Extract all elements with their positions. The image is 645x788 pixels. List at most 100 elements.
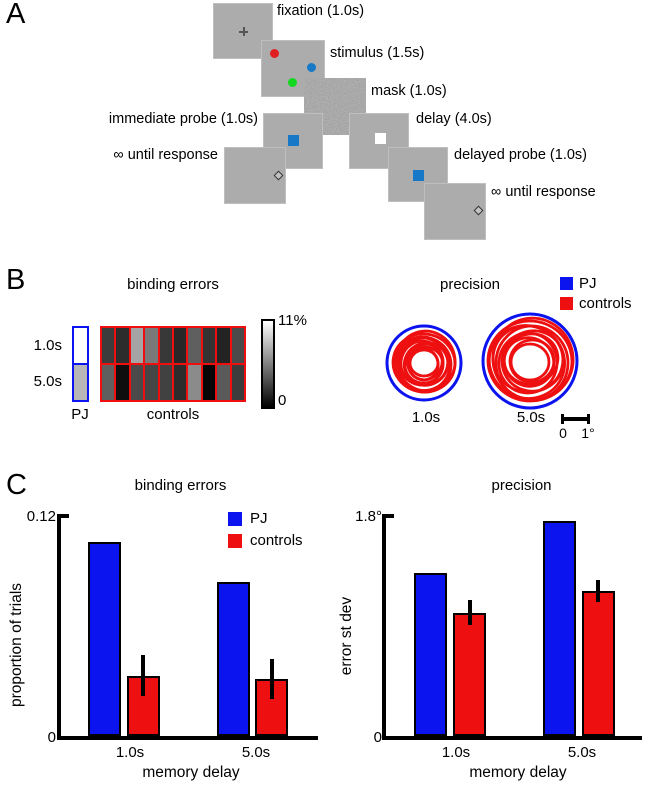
scale-bar <box>561 414 590 424</box>
grayscale-colorbar <box>261 319 275 409</box>
chart-right-xlabel: memory delay <box>469 764 567 781</box>
fixation-cross-icon <box>239 27 248 36</box>
row-label-1s: 1.0s <box>33 337 62 354</box>
controls-response-ring <box>509 342 551 382</box>
heatmap-cell <box>102 328 115 363</box>
bar-controls-1.0s <box>126 675 160 736</box>
heatmap-cell <box>173 365 187 400</box>
chart-left-xlabel: memory delay <box>142 764 240 781</box>
chart-right-ytick-max: 1.8° <box>355 508 382 525</box>
chart-right-x-axis <box>382 736 642 740</box>
delay-square-white <box>375 133 386 144</box>
heatmap-cell <box>116 365 129 400</box>
heatmap-cell <box>159 365 172 400</box>
error-bar <box>141 655 145 696</box>
chart-left-xtick-5s: 5.0s <box>241 744 271 761</box>
screen-label-response-delayed: ∞ until response <box>491 184 596 200</box>
heatmap-cell <box>217 328 230 363</box>
screen-label-stimulus: stimulus (1.5s) <box>330 45 425 61</box>
legend-label-pj: PJ <box>250 510 268 527</box>
heatmap-cell <box>116 328 129 363</box>
bar-PJ-5.0s <box>542 520 576 736</box>
error-bar <box>467 600 472 625</box>
screen-label-delayed-probe: delayed probe (1.0s) <box>454 147 587 163</box>
heatmap-cell <box>74 328 87 363</box>
pj-response-circle <box>481 312 579 410</box>
screen-label-delay: delay (4.0s) <box>416 111 492 127</box>
circle-group-label-1s: 1.0s <box>411 409 441 426</box>
scale-bar-max-label: 1° <box>581 425 595 441</box>
pj-column-label: PJ <box>71 406 89 423</box>
pj-heatmap <box>72 326 89 402</box>
legend-label-pj: PJ <box>579 275 597 292</box>
heatmap-cell <box>217 365 230 400</box>
screen-fixation <box>213 3 273 59</box>
legend-swatch-controls <box>560 297 573 310</box>
colorbar-max-label: 11% <box>278 312 307 329</box>
scale-bar-left-cap <box>561 414 564 424</box>
controls-column-label: controls <box>146 406 200 423</box>
legend-swatch-pj <box>560 277 573 290</box>
legend-swatch-controls <box>228 534 242 548</box>
stimulus-dot-red <box>270 49 279 58</box>
heatmap-cell <box>74 365 87 400</box>
colorbar-min-label: 0 <box>278 392 287 409</box>
row-label-5s: 5.0s <box>33 373 62 390</box>
heatmap-cell <box>159 328 172 363</box>
heatmap-cell <box>130 365 144 400</box>
precision-title: precision <box>439 276 501 293</box>
probe-square-blue <box>413 170 424 181</box>
bar-PJ-5.0s <box>216 582 250 736</box>
panel-b-letter: B <box>6 264 26 296</box>
chart-right-ylabel: error st dev <box>338 596 355 676</box>
chart-left-xtick-1s: 1.0s <box>115 744 145 761</box>
screen-response-immediate <box>224 147 286 204</box>
screen-label-immediate-probe: immediate probe (1.0s) <box>108 111 258 127</box>
scale-bar-right-cap <box>587 414 590 424</box>
screen-label-mask: mask (1.0s) <box>371 83 447 99</box>
chart-left-title: binding errors <box>134 477 227 494</box>
bar-controls-1.0s <box>453 612 486 736</box>
scale-bar-min-label: 0 <box>559 425 567 441</box>
bar-PJ-1.0s <box>414 573 447 736</box>
chart-left-ytick-max: 0.12 <box>26 508 56 525</box>
heatmap-cell <box>202 365 216 400</box>
chart-left-ylabel: proportion of trials <box>8 582 25 708</box>
chart-left-ytick-min: 0 <box>47 729 56 746</box>
chart-right-y-axis <box>382 514 386 740</box>
heatmap-cell <box>145 365 158 400</box>
chart-left-y-axis <box>57 514 61 740</box>
controls-response-ring <box>408 348 440 378</box>
screen-label-response-immediate: ∞ until response <box>113 147 218 163</box>
chart-right-ytick-min: 0 <box>373 729 382 746</box>
stimulus-dot-blue <box>307 63 316 72</box>
probe-square-blue <box>288 135 299 146</box>
heatmap-cell <box>188 328 201 363</box>
precision-plot <box>385 312 579 410</box>
pj-response-circle <box>385 324 463 402</box>
legend-label-controls: controls <box>579 295 632 312</box>
heatmap-cell <box>145 328 158 363</box>
chart-right-title: precision <box>491 477 552 494</box>
heatmap-cell <box>173 328 187 363</box>
error-bar <box>596 579 600 602</box>
panel-c-letter: C <box>6 469 27 501</box>
chart-left-top-tick <box>60 514 69 518</box>
chart-left-x-axis <box>57 736 318 740</box>
plot-left <box>60 516 318 736</box>
screen-response-delayed <box>424 183 486 240</box>
stimulus-dot-green <box>288 78 297 87</box>
heatmap-cell <box>231 365 244 400</box>
response-diamond-icon <box>473 205 484 216</box>
heatmap-cell <box>130 328 144 363</box>
binding-errors-title: binding errors <box>127 276 219 293</box>
circle-group-label-5s: 5.0s <box>516 409 546 426</box>
legend-label-controls: controls <box>250 532 303 549</box>
chart-right-top-tick <box>385 514 394 518</box>
screen-label-fixation: fixation (1.0s) <box>277 3 365 19</box>
response-diamond-icon <box>273 170 284 181</box>
heatmap-cell <box>102 365 115 400</box>
heatmap-cell <box>231 328 244 363</box>
plot-right <box>385 516 643 736</box>
